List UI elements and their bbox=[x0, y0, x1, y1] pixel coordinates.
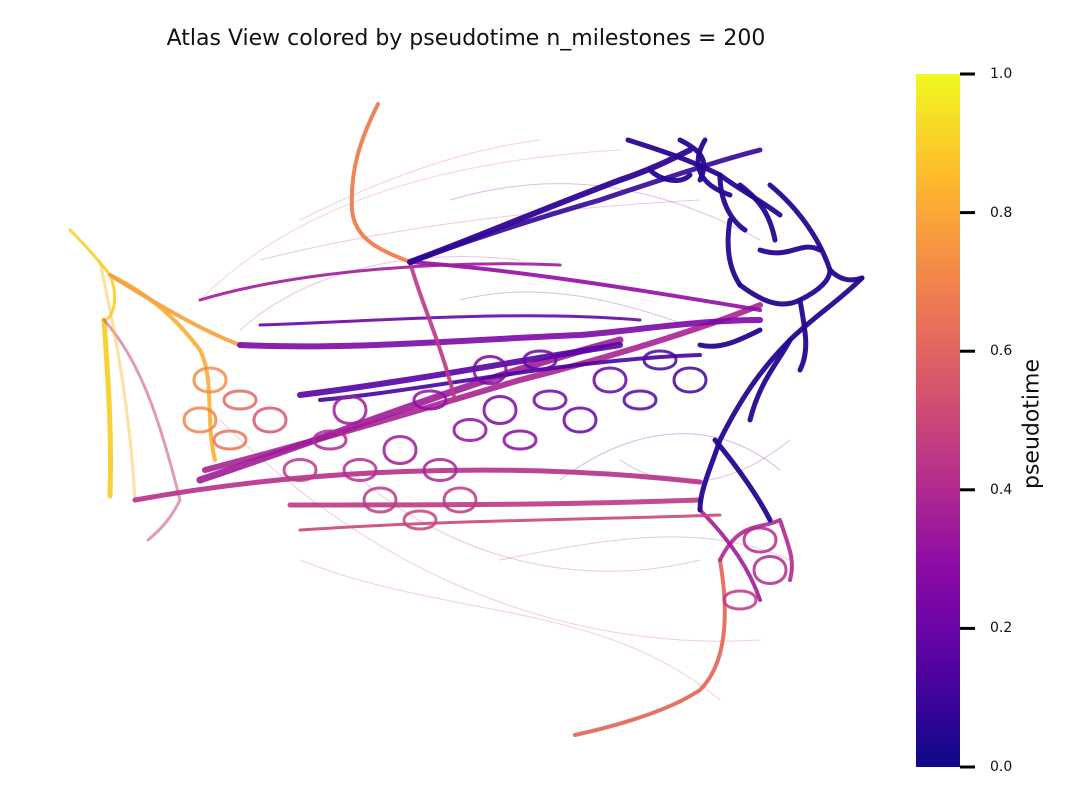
graph-edge bbox=[408, 260, 457, 402]
faint-edge bbox=[239, 256, 521, 331]
root-edge bbox=[697, 327, 763, 349]
faint-edge bbox=[199, 149, 621, 301]
mesh-loop bbox=[192, 366, 228, 394]
faint-edge bbox=[219, 419, 761, 642]
graph-edge bbox=[297, 342, 623, 398]
graph-edge bbox=[298, 513, 722, 532]
colorbar-tick-label: 0.4 bbox=[990, 481, 1013, 498]
mesh-loop bbox=[672, 366, 708, 394]
mesh-loop bbox=[642, 349, 678, 371]
mesh-loop bbox=[342, 458, 378, 482]
mesh-loop bbox=[752, 555, 788, 585]
mesh-loop bbox=[212, 429, 248, 451]
colorbar-tick-label: 0.2 bbox=[990, 620, 1013, 637]
graph-edge bbox=[98, 260, 137, 502]
graph-edge bbox=[258, 314, 642, 327]
colorbar-ticks bbox=[960, 72, 975, 769]
mesh-loop bbox=[362, 486, 398, 514]
colorbar-tick-label: 1.0 bbox=[990, 66, 1013, 82]
mesh-loop bbox=[412, 389, 448, 411]
graph-edge bbox=[102, 318, 182, 542]
mesh-loop bbox=[622, 389, 658, 411]
mesh-loop bbox=[472, 355, 508, 385]
faint-edge bbox=[299, 139, 541, 221]
faint-edge bbox=[499, 536, 791, 561]
mesh-loop bbox=[332, 395, 368, 425]
mesh-loop bbox=[222, 389, 258, 411]
mesh-loop bbox=[402, 509, 438, 531]
root-edge bbox=[717, 172, 748, 233]
faint-edge bbox=[619, 439, 791, 483]
left-end bbox=[101, 317, 114, 499]
root-edge bbox=[737, 267, 833, 307]
faint-edge bbox=[559, 433, 781, 481]
colorbar-tick-label: 0.8 bbox=[990, 204, 1013, 221]
mesh-loop bbox=[522, 349, 558, 371]
faint-edge bbox=[259, 199, 701, 261]
mesh-loop bbox=[442, 486, 478, 514]
mesh-loop bbox=[182, 406, 218, 434]
root-edge bbox=[747, 337, 793, 423]
root-edge bbox=[767, 182, 865, 283]
mesh-loop bbox=[312, 429, 348, 451]
root-edge bbox=[757, 244, 823, 256]
root-edge bbox=[725, 217, 743, 288]
faint-edges bbox=[199, 139, 791, 701]
root-edge bbox=[407, 147, 693, 265]
mesh-loop bbox=[252, 406, 288, 434]
mesh-loop bbox=[382, 435, 418, 465]
root-edge bbox=[737, 182, 778, 243]
chart-title: Atlas View colored by pseudotime n_miles… bbox=[166, 26, 766, 51]
colorbar bbox=[916, 74, 960, 767]
graph-edge bbox=[698, 508, 762, 602]
graph-edge bbox=[287, 497, 703, 508]
bottom-arm bbox=[573, 558, 727, 737]
mesh-loop bbox=[742, 526, 778, 554]
graph-edge bbox=[132, 467, 703, 503]
top-arm bbox=[349, 102, 412, 264]
colorbar-tick-label: 0.0 bbox=[990, 759, 1013, 775]
faint-edge bbox=[299, 559, 721, 701]
mesh-loop bbox=[592, 366, 628, 394]
mesh-loop bbox=[452, 418, 488, 442]
mesh-loop bbox=[502, 429, 538, 451]
root-edge bbox=[797, 297, 809, 373]
mesh-loop bbox=[482, 395, 518, 425]
mesh-loop bbox=[722, 589, 758, 611]
mesh-loop bbox=[532, 389, 568, 411]
colorbar-tick-label: 0.6 bbox=[990, 343, 1013, 360]
colorbar-label: pseudotime bbox=[1019, 358, 1045, 490]
mesh-loop bbox=[422, 458, 458, 482]
root-edge bbox=[647, 167, 693, 183]
root-edge bbox=[697, 275, 865, 513]
graph-edges bbox=[68, 102, 865, 737]
graph-edge bbox=[718, 518, 794, 582]
graph-edge bbox=[237, 317, 763, 350]
graph-edge bbox=[108, 273, 242, 347]
mesh-loop bbox=[282, 458, 318, 482]
graph-edge bbox=[198, 262, 562, 302]
graph-edge bbox=[408, 260, 762, 312]
mesh-loop bbox=[562, 406, 598, 434]
root-edge bbox=[712, 437, 773, 523]
faint-edge bbox=[459, 291, 701, 331]
